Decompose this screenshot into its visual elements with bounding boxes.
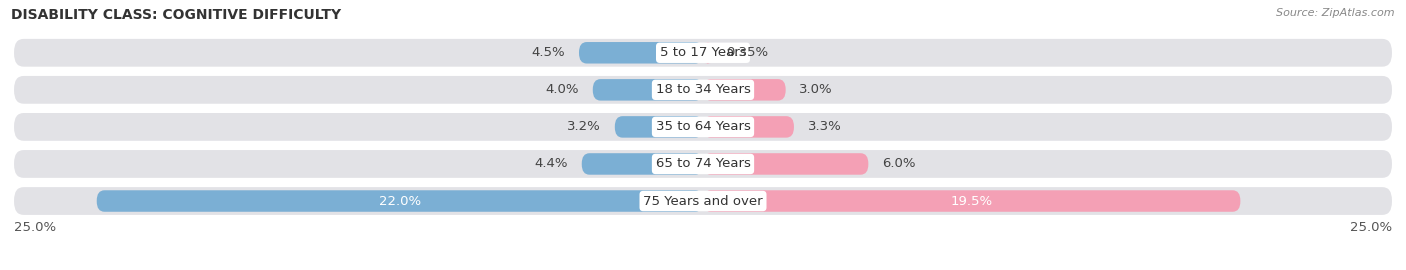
Text: 3.2%: 3.2% bbox=[567, 120, 600, 133]
Text: Source: ZipAtlas.com: Source: ZipAtlas.com bbox=[1277, 8, 1395, 18]
FancyBboxPatch shape bbox=[14, 39, 1392, 67]
FancyBboxPatch shape bbox=[593, 79, 703, 101]
FancyBboxPatch shape bbox=[703, 153, 869, 175]
FancyBboxPatch shape bbox=[97, 190, 703, 212]
Text: 0.35%: 0.35% bbox=[727, 46, 769, 59]
Text: DISABILITY CLASS: COGNITIVE DIFFICULTY: DISABILITY CLASS: COGNITIVE DIFFICULTY bbox=[11, 8, 342, 22]
FancyBboxPatch shape bbox=[614, 116, 703, 138]
FancyBboxPatch shape bbox=[582, 153, 703, 175]
Text: 35 to 64 Years: 35 to 64 Years bbox=[655, 120, 751, 133]
Text: 3.0%: 3.0% bbox=[800, 83, 834, 96]
FancyBboxPatch shape bbox=[703, 190, 1240, 212]
Text: 4.5%: 4.5% bbox=[531, 46, 565, 59]
Text: 4.0%: 4.0% bbox=[546, 83, 579, 96]
FancyBboxPatch shape bbox=[579, 42, 703, 63]
Text: 5 to 17 Years: 5 to 17 Years bbox=[659, 46, 747, 59]
Text: 22.0%: 22.0% bbox=[378, 194, 420, 208]
FancyBboxPatch shape bbox=[703, 116, 794, 138]
FancyBboxPatch shape bbox=[14, 113, 1392, 141]
Text: 4.4%: 4.4% bbox=[534, 157, 568, 170]
FancyBboxPatch shape bbox=[14, 76, 1392, 104]
Text: 19.5%: 19.5% bbox=[950, 194, 993, 208]
Text: 25.0%: 25.0% bbox=[1350, 221, 1392, 234]
Text: 6.0%: 6.0% bbox=[882, 157, 915, 170]
FancyBboxPatch shape bbox=[703, 42, 713, 63]
Text: 75 Years and over: 75 Years and over bbox=[643, 194, 763, 208]
FancyBboxPatch shape bbox=[14, 187, 1392, 215]
FancyBboxPatch shape bbox=[703, 79, 786, 101]
Text: 18 to 34 Years: 18 to 34 Years bbox=[655, 83, 751, 96]
FancyBboxPatch shape bbox=[14, 150, 1392, 178]
Text: 3.3%: 3.3% bbox=[807, 120, 841, 133]
Text: 65 to 74 Years: 65 to 74 Years bbox=[655, 157, 751, 170]
Text: 25.0%: 25.0% bbox=[14, 221, 56, 234]
